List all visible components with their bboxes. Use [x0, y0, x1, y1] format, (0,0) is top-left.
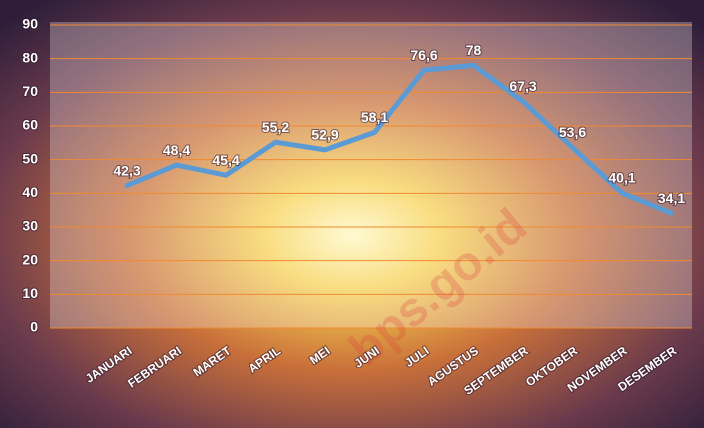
y-tick-label: 30	[22, 218, 38, 234]
data-label: 40,1	[608, 170, 635, 186]
data-label: 58,1	[361, 109, 388, 125]
y-tick-label: 40	[22, 184, 38, 200]
y-tick-label: 50	[22, 150, 38, 166]
y-tick-label: 80	[22, 49, 38, 65]
y-tick-label: 60	[22, 117, 38, 133]
page: {"chart_data": {"type": "line", "categor…	[0, 0, 704, 428]
data-label: 52,9	[311, 127, 338, 143]
y-tick-label: 10	[22, 285, 38, 301]
data-label: 55,2	[262, 119, 289, 135]
data-label: 53,6	[559, 124, 586, 140]
chart: bps.go.id 0102030405060708090JANUARIFEBR…	[0, 0, 704, 428]
data-label: 42,3	[113, 162, 140, 178]
data-label: 34,1	[658, 190, 685, 206]
y-tick-label: 90	[22, 16, 38, 32]
data-label: 67,3	[509, 78, 536, 94]
data-label: 45,4	[212, 152, 239, 168]
y-tick-label: 20	[22, 251, 38, 267]
data-label: 78	[466, 42, 482, 58]
data-label: 48,4	[163, 142, 190, 158]
y-tick-label: 0	[30, 319, 38, 335]
data-label: 76,6	[410, 47, 437, 63]
y-tick-label: 70	[22, 83, 38, 99]
